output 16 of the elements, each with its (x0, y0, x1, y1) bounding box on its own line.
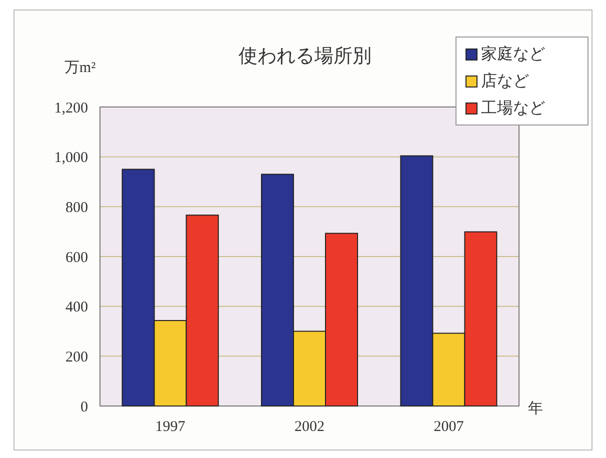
x-tick-label: 2002 (294, 419, 324, 435)
x-axis-title: 年 (528, 400, 543, 417)
legend-label: 家庭など (481, 45, 545, 63)
y-axis-title: 万m² (64, 60, 96, 76)
y-tick-label: 1,200 (54, 100, 88, 116)
legend-label: 店など (481, 72, 529, 90)
y-tick-label: 400 (66, 300, 88, 316)
y-tick-label: 1,000 (54, 150, 88, 166)
x-tick-label: 2007 (434, 419, 464, 435)
y-tick-label: 600 (66, 250, 88, 266)
chart-title: 使われる場所別 (238, 46, 372, 67)
legend-label: 工場など (481, 100, 545, 117)
y-tick-label: 200 (66, 349, 88, 366)
y-tick-label: 0 (80, 399, 88, 416)
y-tick-label: 800 (66, 200, 88, 216)
x-tick-label: 1997 (155, 419, 186, 435)
